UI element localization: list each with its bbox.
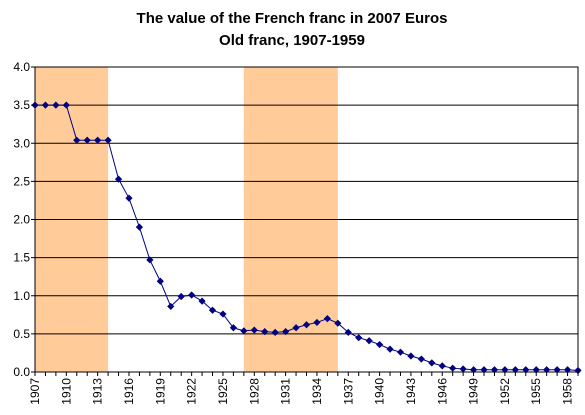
data-point-1934: [313, 318, 321, 327]
data-point-1941: [386, 345, 394, 353]
data-point-1946: [438, 362, 446, 370]
data-point-1915: [114, 175, 123, 183]
data-point-1908: [41, 101, 50, 109]
y-tick-label: 2.5: [13, 174, 30, 188]
data-point-1929: [261, 327, 269, 336]
x-tick-label: 1919: [153, 378, 167, 405]
y-tick-label: 0.0: [13, 365, 30, 379]
data-point-1927: [240, 327, 248, 335]
data-point-1923: [198, 297, 206, 305]
data-point-1913: [94, 136, 102, 144]
x-tick-label: 1925: [216, 378, 230, 405]
x-tick-label: 1955: [529, 378, 543, 405]
data-point-1957: [553, 366, 561, 374]
data-point-1950: [480, 366, 488, 374]
data-point-1911: [73, 136, 81, 144]
data-point-1951: [490, 366, 499, 374]
data-point-1925: [219, 310, 227, 318]
data-point-1919: [156, 277, 164, 285]
y-tick-label: 4.0: [13, 60, 30, 74]
y-tick-label: 3.5: [13, 98, 30, 112]
data-point-1910: [62, 101, 70, 109]
data-point-1939: [365, 337, 373, 345]
data-point-1918: [146, 256, 154, 264]
data-point-1954: [522, 366, 530, 374]
y-tick-label: 1.5: [13, 251, 30, 265]
x-tick-label: 1958: [561, 378, 575, 405]
data-point-1953: [511, 366, 519, 374]
data-point-1921: [177, 292, 185, 301]
data-point-1937: [344, 328, 352, 336]
x-tick-label: 1937: [341, 378, 355, 405]
x-tick-label: 1928: [247, 378, 261, 405]
x-tick-label: 1931: [279, 378, 293, 405]
data-point-1952: [501, 366, 509, 374]
data-point-1948: [459, 365, 467, 373]
x-axis: 1907 1910 1913 1916 1919 1922 1925 1928 1931 1934…: [28, 372, 579, 405]
data-point-1932: [292, 324, 300, 332]
x-tick-label: 1910: [59, 378, 73, 405]
data-point-1956: [543, 366, 551, 374]
data-point-1920: [167, 302, 175, 311]
x-tick-label: 1916: [122, 378, 136, 405]
data-point-1949: [469, 366, 478, 374]
data-point-1909: [52, 101, 60, 109]
data-point-1935: [323, 315, 331, 323]
data-point-1940: [375, 340, 384, 349]
x-tick-label: 1946: [435, 378, 449, 405]
data-point-1944: [417, 355, 425, 363]
data-point-1958: [563, 366, 572, 374]
x-tick-label: 1943: [404, 378, 418, 405]
chart-subtitle: Old franc, 1907-1959: [219, 32, 365, 49]
data-point-1914: [104, 136, 112, 144]
y-tick-label: 0.5: [13, 327, 30, 341]
data-point-1912: [83, 136, 91, 144]
data-point-1931: [282, 327, 290, 336]
data-point-1922: [188, 291, 196, 299]
data-point-1955: [532, 366, 540, 374]
data-point-1959: [574, 366, 582, 375]
data-point-1928: [250, 326, 258, 334]
y-tick-label: 1.0: [13, 289, 30, 303]
x-tick-label: 1907: [28, 378, 42, 405]
chart-title: The value of the French franc in 2007 Eu…: [137, 10, 448, 27]
data-point-1936: [334, 319, 342, 327]
x-tick-label: 1922: [185, 378, 199, 405]
data-point-1917: [135, 223, 144, 231]
data-point-1942: [396, 348, 405, 356]
x-tick-label: 1934: [310, 378, 324, 405]
data-point-1916: [125, 194, 133, 202]
data-point-1926: [229, 324, 238, 332]
data-point-1938: [355, 334, 363, 342]
y-axis: 0.0 0.5 1.0 1.5 2.0 2.5 3.0 3.5 4.0: [13, 60, 35, 379]
gridlines: [35, 66, 578, 373]
data-point-1943: [407, 352, 415, 360]
x-tick-label: 1913: [91, 378, 105, 405]
data-point-1947: [449, 364, 457, 372]
y-tick-label: 3.0: [13, 136, 30, 150]
x-tick-label: 1940: [373, 378, 387, 405]
data-point-1945: [428, 359, 436, 367]
data-point-1930: [271, 328, 279, 336]
y-tick-label: 2.0: [13, 213, 30, 227]
data-point-1933: [302, 321, 311, 329]
x-tick-label: 1952: [498, 378, 512, 405]
data-point-1924: [208, 306, 217, 314]
series-value: [31, 101, 582, 375]
x-tick-label: 1949: [467, 378, 481, 405]
